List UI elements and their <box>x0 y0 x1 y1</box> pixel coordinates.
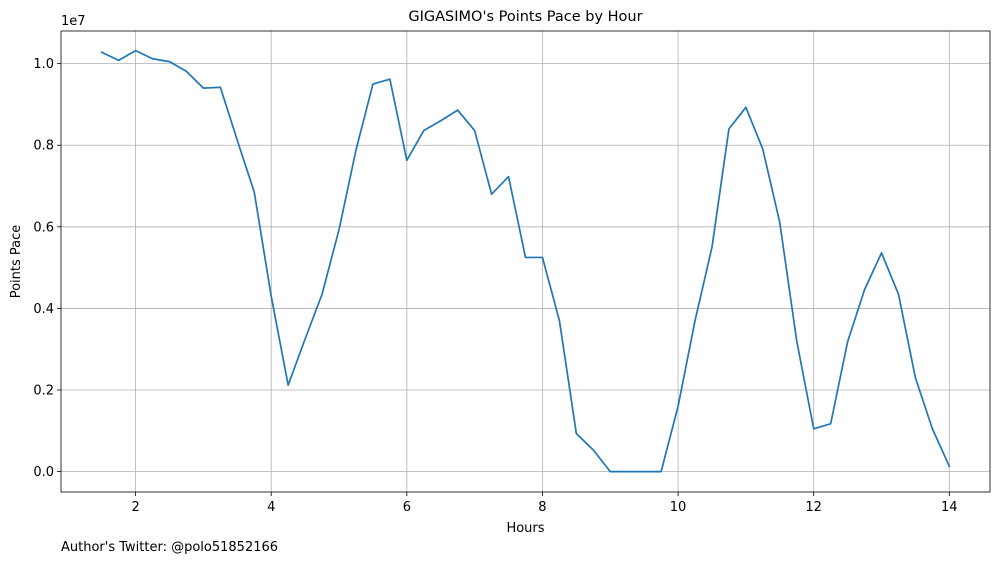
chart-title: GIGASIMO's Points Pace by Hour <box>408 9 642 25</box>
y-tick-label: 1.0 <box>33 57 54 72</box>
series-layer <box>100 49 951 473</box>
x-tick-label: 12 <box>805 500 822 515</box>
y-axis-label: Points Pace <box>9 225 24 299</box>
axes-frame <box>60 30 991 493</box>
x-tick-label: 4 <box>267 500 275 515</box>
series-line <box>100 49 951 473</box>
x-axis-ticks: 2 4 6 8 10 12 14 <box>131 492 958 515</box>
x-tick-label: 6 <box>403 500 411 515</box>
y-tick-label: 0.6 <box>33 220 54 235</box>
y-tick-label: 0.4 <box>33 302 54 317</box>
y-axis-offset-label: 1e7 <box>61 14 86 29</box>
x-tick-label: 10 <box>670 500 687 515</box>
x-axis-label: Hours <box>506 521 544 536</box>
x-tick-label: 14 <box>941 500 958 515</box>
gridlines <box>61 31 990 492</box>
y-tick-label: 0.2 <box>33 384 54 399</box>
x-tick-label: 2 <box>131 500 139 515</box>
y-tick-label: 0.0 <box>33 465 54 480</box>
author-footnote: Author's Twitter: @polo51852166 <box>61 540 278 555</box>
y-tick-label: 0.8 <box>33 139 54 154</box>
y-axis-ticks: 0.0 0.2 0.4 0.6 0.8 1.0 <box>33 57 61 480</box>
x-tick-label: 8 <box>538 500 546 515</box>
